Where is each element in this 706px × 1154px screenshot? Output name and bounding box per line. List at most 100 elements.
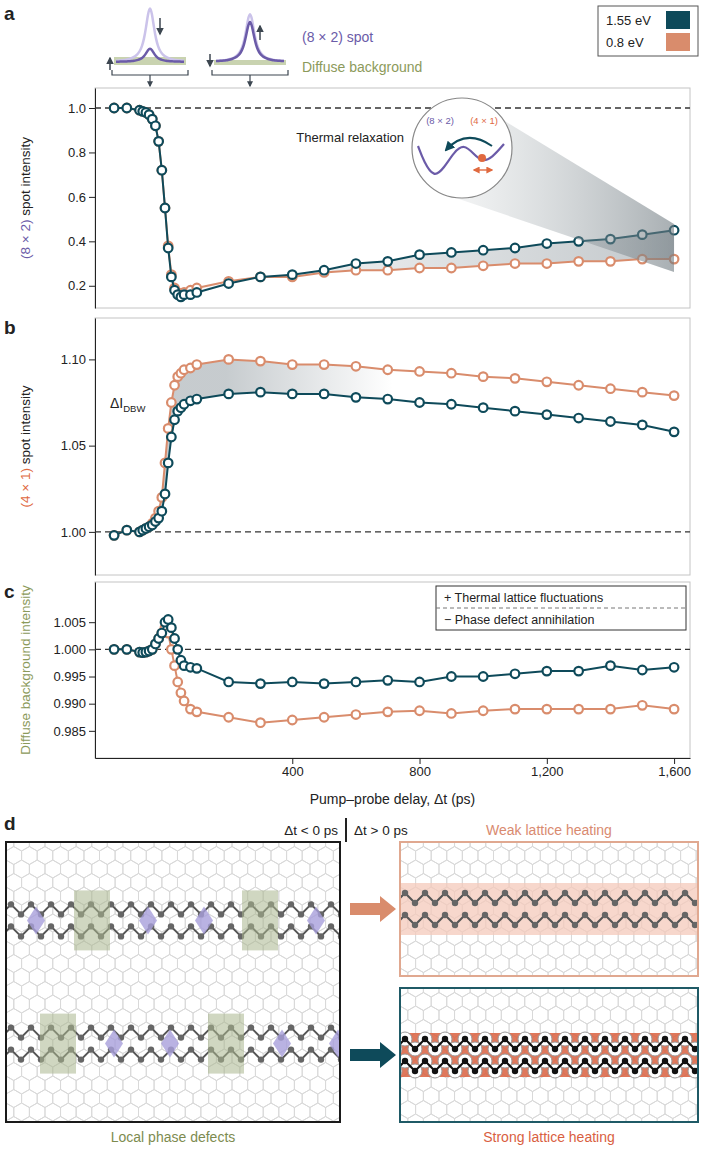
data-point — [288, 716, 297, 725]
atom — [622, 1058, 628, 1064]
atom — [522, 1036, 528, 1042]
diagram-label: Δt > 0 ps — [354, 823, 408, 838]
data-point — [511, 244, 520, 253]
spot-peak-after — [116, 49, 184, 62]
atom — [198, 933, 204, 939]
data-point — [123, 104, 132, 113]
data-point — [224, 678, 233, 687]
data-point — [256, 273, 265, 282]
data-point — [670, 705, 679, 714]
reference-line — [95, 107, 690, 108]
data-point — [479, 403, 488, 412]
data-point — [352, 710, 361, 719]
data-point — [574, 705, 583, 714]
data-point — [193, 708, 202, 717]
y-tick: 1.000 — [53, 642, 95, 657]
legend-box — [598, 6, 698, 56]
atom — [632, 922, 638, 928]
atom — [512, 900, 518, 906]
atom — [482, 1058, 488, 1064]
annotation-divider — [436, 608, 686, 609]
data-point — [415, 678, 424, 687]
unit-cell — [27, 906, 45, 934]
data-point — [320, 390, 329, 399]
data-point — [193, 664, 202, 673]
atom — [268, 1046, 274, 1052]
data-point — [158, 629, 167, 638]
atom — [218, 911, 224, 917]
y-axis-title: Diffuse background intensity — [18, 585, 33, 755]
y-tick-mark — [89, 532, 95, 533]
atom — [168, 901, 174, 907]
atom — [652, 900, 658, 906]
annotation: − Phase defect annihilation — [444, 613, 595, 627]
data-point — [164, 424, 173, 433]
atom — [28, 901, 34, 907]
data-point — [415, 706, 424, 715]
y-tick-mark — [89, 622, 95, 623]
y-tick-mark — [89, 152, 95, 153]
atom — [318, 1056, 324, 1062]
atom — [188, 923, 194, 929]
data-point — [170, 415, 179, 424]
atom — [298, 933, 304, 939]
legend-swatch — [666, 11, 690, 29]
atom — [48, 901, 54, 907]
y-tick-mark — [89, 359, 95, 360]
atom — [612, 900, 618, 906]
atom — [422, 890, 428, 896]
y-tick-mark — [89, 704, 95, 705]
annotations: ΔIDBW — [110, 395, 145, 414]
atom — [58, 911, 64, 917]
atom — [98, 1034, 104, 1040]
bracket-arrow — [249, 75, 250, 86]
y-axis: 0.9850.9900.9951.0001.005 — [53, 583, 95, 759]
atom — [432, 900, 438, 906]
atom — [248, 1046, 254, 1052]
atom — [298, 1034, 304, 1040]
panel-letter: d — [4, 813, 16, 834]
y-tick-label: 1.00 — [61, 525, 86, 540]
data-point — [543, 378, 552, 387]
y-tick-mark — [89, 649, 95, 650]
data-point — [320, 266, 329, 275]
panel-letter: b — [4, 317, 16, 338]
data-point — [606, 705, 615, 714]
atom — [642, 890, 648, 896]
y-tick: 1.005 — [53, 615, 95, 630]
y-tick-mark — [89, 446, 95, 447]
atom — [78, 1056, 84, 1062]
atom — [288, 923, 294, 929]
atom — [672, 1046, 678, 1052]
atom — [572, 900, 578, 906]
y-tick-mark — [89, 108, 95, 109]
data-point — [479, 372, 488, 381]
y-tick: 1.0 — [68, 101, 95, 116]
atom — [672, 1068, 678, 1074]
data-point — [352, 678, 361, 687]
atom — [502, 890, 508, 896]
data-point — [415, 250, 424, 259]
y-tick-label: 0.4 — [68, 234, 86, 249]
data-point — [154, 137, 163, 146]
y-tick: 1.05 — [61, 438, 95, 453]
data-point — [383, 266, 392, 275]
data-point — [606, 417, 615, 426]
atom — [542, 1036, 548, 1042]
difference-shading — [114, 359, 674, 535]
data-point — [123, 526, 132, 535]
y-tick-label: 1.05 — [61, 438, 86, 453]
atom — [602, 1058, 608, 1064]
data-point — [447, 248, 456, 257]
heating-band — [400, 883, 698, 935]
data-point — [224, 279, 233, 288]
panel-letter: a — [4, 3, 15, 24]
y-tick-label: 0.8 — [68, 145, 86, 160]
atom — [168, 1024, 174, 1030]
data-point — [447, 672, 456, 681]
atom — [582, 890, 588, 896]
phase-defect — [208, 1014, 244, 1074]
data-point — [167, 623, 176, 632]
spot-peak-after — [216, 22, 284, 61]
atom — [308, 901, 314, 907]
